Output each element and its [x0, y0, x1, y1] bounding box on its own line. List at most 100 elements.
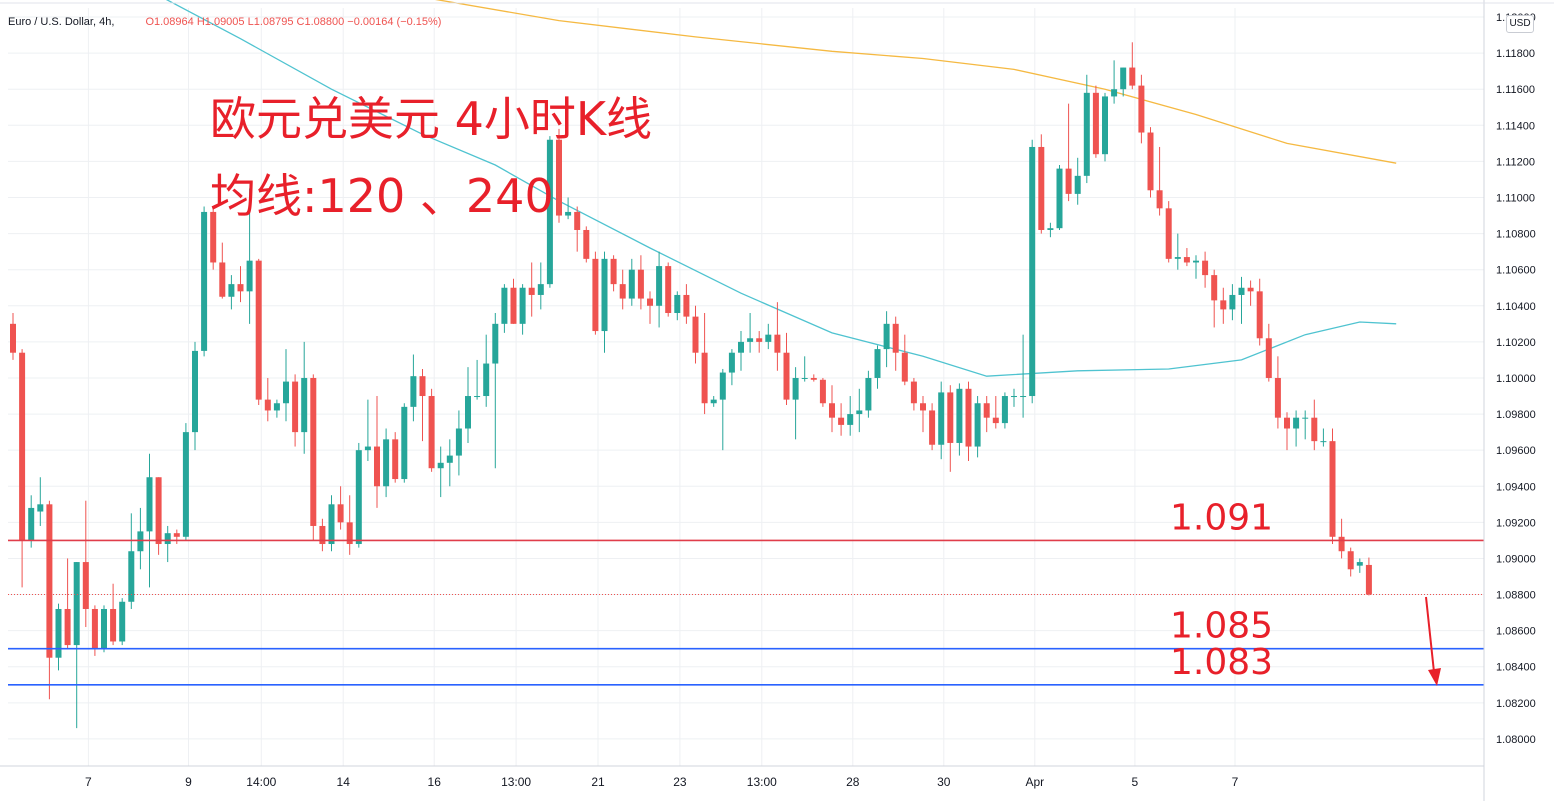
candle [510, 278, 517, 324]
annotation-title: 欧元兑美元 4小时K线 [210, 92, 652, 146]
candle [64, 558, 71, 649]
candle-body [328, 504, 335, 545]
candle [1165, 201, 1172, 263]
candle-body [301, 377, 308, 433]
candle-body [592, 258, 599, 332]
candle-body [1338, 536, 1345, 552]
candle [901, 334, 908, 386]
candle-body [1329, 441, 1336, 537]
candle [19, 349, 26, 588]
candle [374, 396, 380, 508]
candle-body [455, 428, 462, 456]
candle [874, 345, 881, 389]
candle-body [37, 504, 44, 512]
candle-body [437, 462, 444, 469]
candle-body [1156, 190, 1163, 209]
candle [91, 605, 98, 656]
candle-body [101, 608, 107, 649]
price-tick-label: 1.08200 [1496, 698, 1536, 710]
candle-body [738, 341, 744, 353]
candle-body [983, 403, 990, 418]
candle-body [319, 525, 326, 545]
candle-body [273, 403, 280, 411]
candle [146, 453, 153, 588]
symbol-legend: Euro / U.S. Dollar, 4h, O1.08964 H1.0900… [8, 16, 441, 28]
candle [829, 385, 835, 433]
candle [355, 442, 362, 548]
candle-body [483, 363, 490, 397]
candle [1311, 399, 1318, 451]
candle [483, 334, 490, 407]
candle [28, 495, 35, 548]
level-label: 1.083 [1170, 642, 1273, 683]
candle [110, 583, 117, 646]
time-axis[interactable]: 7 9 14:00 14 16 13:00 21 23 13:00 28 30 Apr 5 7 [0, 2, 1554, 789]
candle [783, 332, 790, 406]
candle [719, 368, 726, 451]
candle-body [492, 323, 499, 364]
level-label: 1.091 [1170, 497, 1273, 538]
candle [101, 605, 107, 653]
candle [920, 396, 926, 433]
candle [301, 341, 308, 454]
candle-body [501, 287, 508, 324]
candle-body [647, 298, 653, 306]
candle [1129, 42, 1136, 90]
candle-body [228, 284, 235, 297]
candle-body [1202, 260, 1209, 276]
candle-body [310, 377, 317, 526]
price-tick-label: 1.09800 [1496, 409, 1536, 421]
candle-body [1365, 564, 1372, 595]
currency-badge[interactable]: USD [1506, 15, 1534, 33]
candle-body [874, 349, 881, 378]
candle-body [956, 388, 963, 443]
candle-body [728, 352, 735, 373]
candle [1256, 278, 1263, 346]
moving-averages [165, 0, 1397, 377]
candle-body [601, 258, 608, 332]
candle-body [1111, 89, 1118, 97]
candle-body [73, 562, 80, 646]
candle-body [965, 388, 972, 447]
candle-body [28, 507, 35, 541]
candle [838, 403, 845, 436]
candle-body [783, 352, 790, 400]
candle-body [410, 376, 417, 407]
candle [856, 388, 863, 433]
candle [1083, 74, 1090, 184]
candle [601, 251, 608, 353]
candle [765, 323, 772, 350]
candle [55, 603, 62, 671]
candle [1183, 248, 1190, 267]
candle-body [628, 269, 635, 299]
candle [910, 377, 917, 411]
candle [692, 305, 699, 364]
price-tick-label: 1.10600 [1496, 265, 1536, 277]
candle-body [810, 377, 817, 380]
candle-body [774, 334, 781, 353]
ma240-line [434, 0, 1397, 164]
price-axis[interactable]: 1.08000 1.08200 1.08400 1.08600 1.08800 1.090… [1483, 0, 1554, 801]
candle [983, 396, 990, 433]
price-tick-label: 1.09200 [1496, 517, 1536, 529]
candle [965, 381, 972, 461]
candle [1320, 428, 1327, 447]
candle-body [383, 439, 390, 487]
price-tick-label: 1.11200 [1496, 156, 1535, 168]
candle [1011, 388, 1017, 407]
candle [583, 226, 590, 263]
candle-body [1211, 275, 1218, 301]
candle-body [355, 450, 362, 545]
candle [119, 598, 126, 646]
candle-body [446, 455, 453, 463]
candle-body [1102, 96, 1108, 155]
candle-body [537, 284, 544, 295]
time-tick-label: 21 [591, 775, 605, 789]
candle-body [1220, 300, 1227, 310]
candle [1001, 392, 1008, 429]
candle [1156, 146, 1163, 216]
candle-body [665, 266, 672, 314]
candle [1302, 410, 1309, 440]
